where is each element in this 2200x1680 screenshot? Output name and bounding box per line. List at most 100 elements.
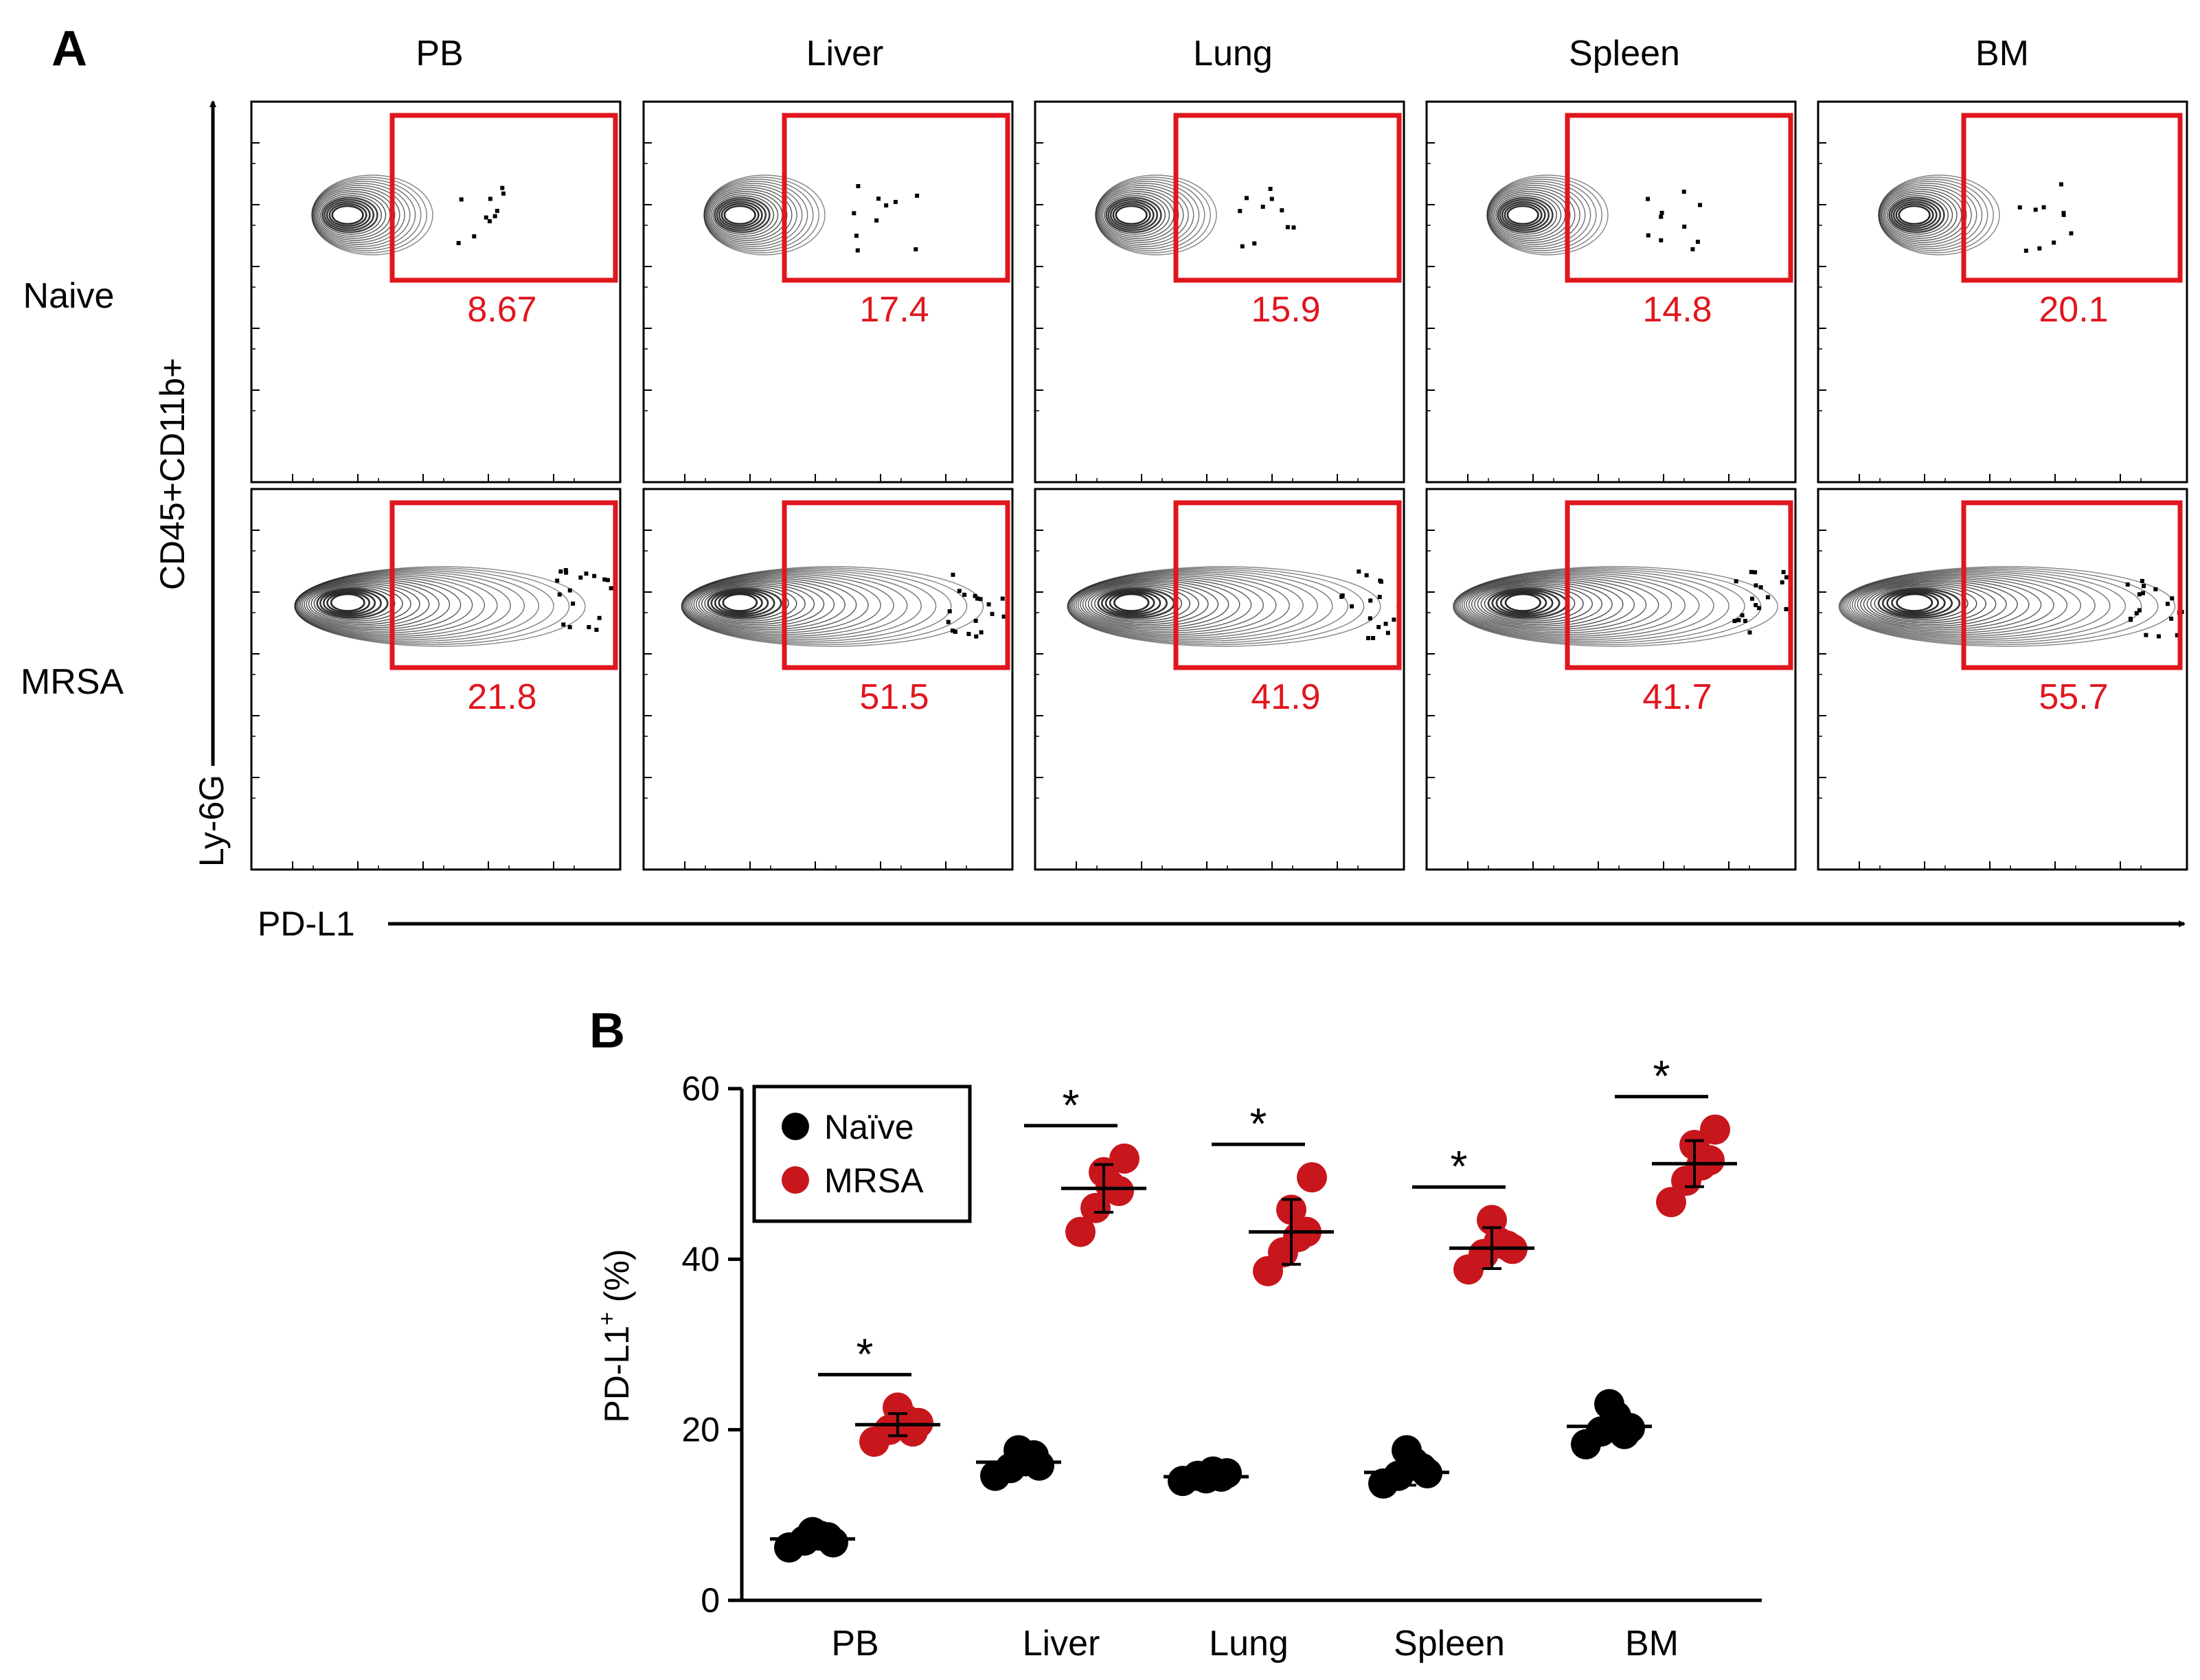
event-dot xyxy=(2017,205,2022,209)
legend: Naïve MRSA xyxy=(752,1085,972,1223)
event-dot xyxy=(1269,196,1274,201)
event-dot xyxy=(1734,579,1738,584)
data-point xyxy=(1297,1162,1327,1193)
gate-percent: 20.1 xyxy=(2039,290,2108,330)
event-dot xyxy=(2128,616,2133,621)
event-dot xyxy=(1659,238,1664,242)
column-headers: PB Liver Lung Spleen BM xyxy=(416,34,2029,73)
event-dot xyxy=(1291,225,1296,230)
gate-box xyxy=(1961,113,2183,283)
significance-star: * xyxy=(1063,1080,1080,1130)
event-dot xyxy=(854,234,859,238)
contour-line xyxy=(714,196,771,234)
contour-line xyxy=(1468,580,1624,628)
event-dot xyxy=(1383,622,1388,626)
cyto-plot-naive-liver: 17.4 xyxy=(642,100,1014,484)
contour-line xyxy=(1896,593,1933,612)
gate-box xyxy=(782,500,1010,670)
event-dot xyxy=(561,622,566,627)
event-dot xyxy=(1749,596,1754,601)
plot-frame xyxy=(1034,100,1405,484)
contour-line xyxy=(313,587,396,620)
contour-line xyxy=(1104,195,1166,235)
gate-percent: 41.9 xyxy=(1251,677,1320,717)
contour-line xyxy=(1488,183,1586,247)
contour-line xyxy=(330,593,365,612)
contour-line xyxy=(698,584,806,624)
contour-line xyxy=(310,585,403,622)
dot-x-tick-label: PB xyxy=(831,1624,878,1664)
contour-line xyxy=(1852,578,2042,632)
contour-line xyxy=(1113,593,1150,612)
contour-line xyxy=(1881,187,1967,243)
gate-box xyxy=(1565,500,1793,670)
contour-line xyxy=(1102,193,1170,237)
dot-y-axis-title: PD-L1+ (%) xyxy=(594,1249,636,1422)
contour-line xyxy=(1115,205,1148,225)
dot-y-title-sup: + xyxy=(594,1312,620,1326)
contour-line xyxy=(302,580,440,628)
cyto-plot-mrsa-bm: 55.7 xyxy=(1817,488,2188,871)
event-dot xyxy=(950,628,955,633)
dot-x-tick-label: Liver xyxy=(1023,1624,1100,1664)
contour-line xyxy=(1874,587,1969,620)
event-dot xyxy=(1659,210,1664,215)
event-dot xyxy=(2140,578,2144,583)
gate-percent: 14.8 xyxy=(1642,290,1712,330)
event-dot xyxy=(555,578,560,583)
gate-percent: 51.5 xyxy=(859,677,929,717)
event-dot xyxy=(1376,624,1381,629)
contour-line xyxy=(1077,579,1240,631)
event-dot xyxy=(1339,594,1344,599)
dot-plot: 0 20 40 60 PB Liver Lung Spleen BM * * * * * xyxy=(681,1052,1762,1664)
event-dot xyxy=(1736,617,1741,622)
contour-line xyxy=(1839,569,2142,644)
contour-line xyxy=(689,579,846,631)
dot-x-tick-label: Spleen xyxy=(1394,1624,1505,1664)
event-dot xyxy=(592,574,597,578)
contour-line xyxy=(683,574,894,637)
event-dot xyxy=(1758,585,1763,590)
event-dot xyxy=(2069,231,2074,236)
significance-star: * xyxy=(1250,1099,1267,1148)
event-dot xyxy=(557,592,562,597)
contour-line xyxy=(1105,196,1162,234)
contour-line xyxy=(1474,583,1603,625)
contour-line xyxy=(1844,572,2096,639)
contour-line xyxy=(1499,198,1550,231)
event-dot xyxy=(1757,606,1762,611)
gate-box xyxy=(1173,500,1402,670)
contour-line xyxy=(1466,579,1635,631)
event-dot xyxy=(1001,614,1006,619)
event-dot xyxy=(1240,244,1245,249)
event-dot xyxy=(2170,596,2175,601)
contour-line xyxy=(1071,574,1290,637)
contour-line xyxy=(1879,183,1977,247)
contour-line xyxy=(687,578,857,632)
contour-line xyxy=(1453,566,1778,647)
contour-line xyxy=(1456,572,1700,639)
column-header-spleen: Spleen xyxy=(1569,34,1680,73)
contour-line xyxy=(1068,571,1318,640)
plot-frame xyxy=(250,488,622,871)
contour-line xyxy=(321,196,378,234)
contour-line xyxy=(1877,588,1961,619)
cyto-plot-mrsa-spleen: 41.7 xyxy=(1425,488,1797,871)
contour-line xyxy=(1067,566,1381,647)
panel-label-a: A xyxy=(52,21,87,76)
contour-line xyxy=(1461,576,1659,634)
plot-frame xyxy=(1817,100,2188,484)
event-dot xyxy=(488,196,492,201)
contour-line xyxy=(326,591,371,614)
contour-line xyxy=(1464,578,1647,632)
event-dot xyxy=(1252,241,1257,246)
event-dot xyxy=(915,193,920,198)
data-point xyxy=(1019,1440,1049,1471)
event-dot xyxy=(558,569,563,574)
contour-line xyxy=(1096,183,1194,247)
event-dot xyxy=(978,597,983,602)
dot-x-tick-label: Lung xyxy=(1209,1624,1289,1664)
plot-frame xyxy=(1034,488,1405,871)
contour-line xyxy=(300,579,451,631)
contour-line xyxy=(701,585,797,622)
